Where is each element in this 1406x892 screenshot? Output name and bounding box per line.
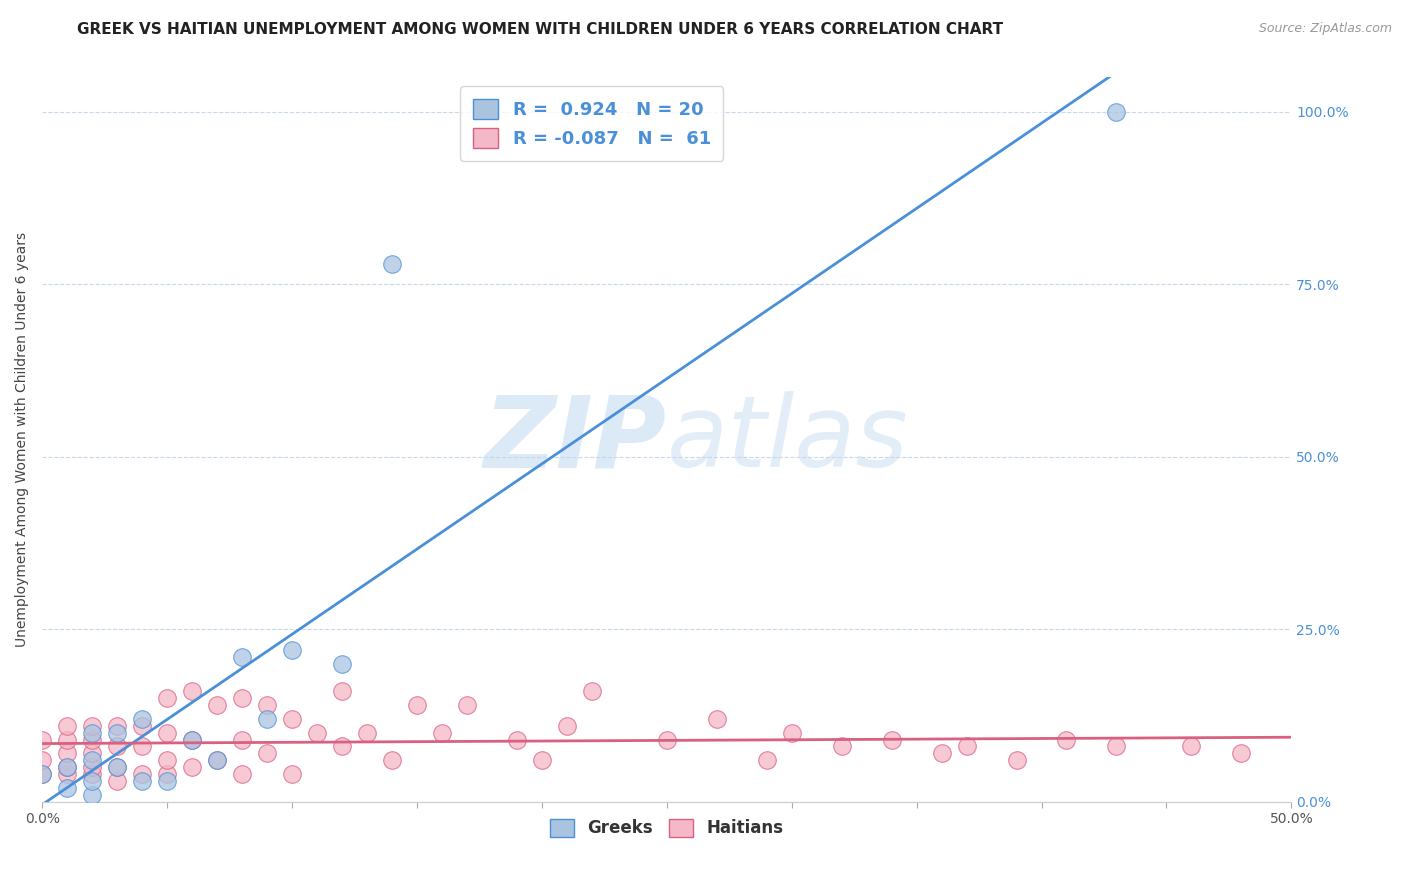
Point	[205, 698, 228, 712]
Point	[205, 753, 228, 767]
Text: GREEK VS HAITIAN UNEMPLOYMENT AMONG WOMEN WITH CHILDREN UNDER 6 YEARS CORRELATIO: GREEK VS HAITIAN UNEMPLOYMENT AMONG WOME…	[77, 22, 1004, 37]
Text: ZIP: ZIP	[484, 391, 666, 488]
Point	[231, 691, 253, 706]
Point	[82, 732, 104, 747]
Point	[56, 760, 79, 774]
Point	[256, 712, 278, 726]
Point	[281, 767, 304, 781]
Point	[31, 753, 53, 767]
Point	[931, 747, 953, 761]
Point	[1005, 753, 1028, 767]
Point	[281, 643, 304, 657]
Point	[256, 698, 278, 712]
Point	[56, 747, 79, 761]
Point	[256, 747, 278, 761]
Text: atlas: atlas	[666, 391, 908, 488]
Point	[330, 739, 353, 754]
Point	[305, 725, 328, 739]
Point	[330, 684, 353, 698]
Point	[82, 773, 104, 788]
Point	[131, 767, 153, 781]
Point	[506, 732, 529, 747]
Point	[105, 725, 128, 739]
Point	[181, 732, 204, 747]
Point	[131, 719, 153, 733]
Point	[105, 760, 128, 774]
Point	[381, 753, 404, 767]
Point	[82, 719, 104, 733]
Point	[105, 773, 128, 788]
Point	[456, 698, 478, 712]
Point	[156, 767, 179, 781]
Point	[156, 725, 179, 739]
Point	[555, 719, 578, 733]
Point	[82, 753, 104, 767]
Point	[1105, 739, 1128, 754]
Point	[156, 691, 179, 706]
Point	[56, 780, 79, 795]
Y-axis label: Unemployment Among Women with Children Under 6 years: Unemployment Among Women with Children U…	[15, 232, 30, 647]
Point	[56, 760, 79, 774]
Point	[181, 732, 204, 747]
Point	[530, 753, 553, 767]
Point	[406, 698, 429, 712]
Point	[1056, 732, 1078, 747]
Point	[156, 773, 179, 788]
Point	[82, 747, 104, 761]
Point	[430, 725, 453, 739]
Point	[231, 732, 253, 747]
Point	[131, 712, 153, 726]
Point	[381, 257, 404, 271]
Point	[231, 767, 253, 781]
Point	[706, 712, 728, 726]
Point	[181, 760, 204, 774]
Point	[356, 725, 378, 739]
Point	[955, 739, 977, 754]
Legend: Greeks, Haitians: Greeks, Haitians	[544, 812, 790, 844]
Point	[156, 753, 179, 767]
Point	[581, 684, 603, 698]
Point	[181, 684, 204, 698]
Point	[205, 753, 228, 767]
Point	[31, 732, 53, 747]
Point	[105, 760, 128, 774]
Point	[831, 739, 853, 754]
Point	[82, 760, 104, 774]
Point	[231, 649, 253, 664]
Point	[82, 725, 104, 739]
Point	[281, 712, 304, 726]
Text: Source: ZipAtlas.com: Source: ZipAtlas.com	[1258, 22, 1392, 36]
Point	[755, 753, 778, 767]
Point	[1230, 747, 1253, 761]
Point	[56, 767, 79, 781]
Point	[1105, 104, 1128, 119]
Point	[56, 719, 79, 733]
Point	[105, 739, 128, 754]
Point	[655, 732, 678, 747]
Point	[780, 725, 803, 739]
Point	[131, 739, 153, 754]
Point	[31, 767, 53, 781]
Point	[105, 719, 128, 733]
Point	[330, 657, 353, 671]
Point	[31, 767, 53, 781]
Point	[1180, 739, 1202, 754]
Point	[82, 767, 104, 781]
Point	[56, 732, 79, 747]
Point	[880, 732, 903, 747]
Point	[131, 773, 153, 788]
Point	[82, 788, 104, 802]
